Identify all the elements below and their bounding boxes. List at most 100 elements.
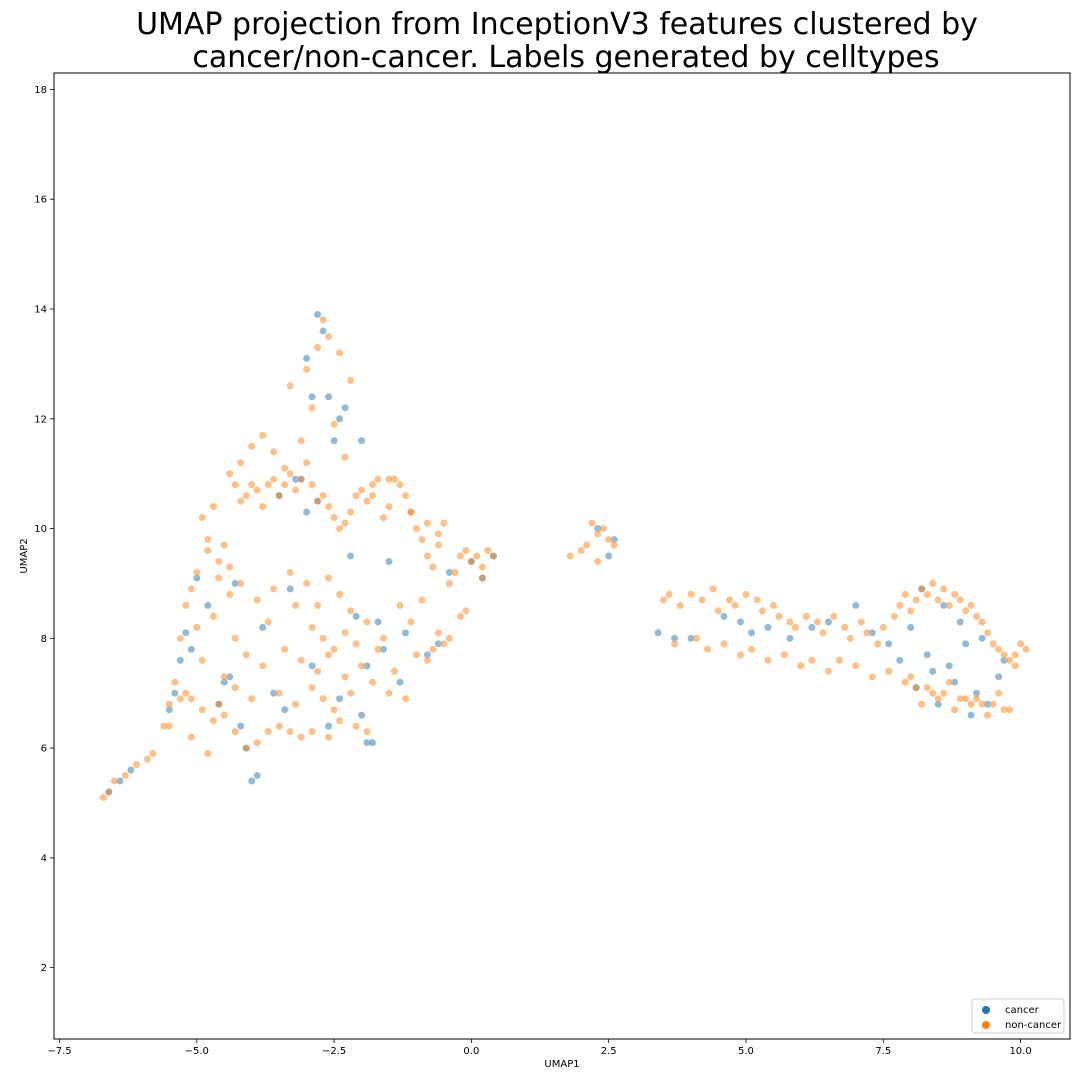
point-non-cancer — [961, 607, 970, 615]
point-non-cancer — [313, 497, 322, 505]
point-non-cancer — [418, 596, 426, 604]
point-non-cancer — [917, 700, 926, 709]
point-cancer — [885, 640, 893, 648]
point-non-cancer — [846, 634, 855, 643]
point-non-cancer — [1022, 645, 1030, 654]
point-non-cancer — [950, 590, 959, 599]
x-tick-label: 10.0 — [1009, 1046, 1031, 1057]
point-non-cancer — [236, 579, 245, 588]
point-non-cancer — [341, 453, 349, 462]
y-tick-label: 2 — [41, 963, 47, 974]
x-tick-label: 0.0 — [463, 1046, 479, 1057]
x-tick-label: −7.5 — [47, 1046, 71, 1057]
point-non-cancer — [863, 629, 871, 637]
point-cancer — [335, 694, 344, 703]
point-non-cancer — [813, 618, 822, 626]
point-non-cancer — [835, 656, 844, 665]
point-non-cancer — [203, 749, 212, 758]
point-non-cancer — [1011, 651, 1019, 659]
point-non-cancer — [659, 596, 668, 604]
point-non-cancer — [291, 700, 300, 709]
point-non-cancer — [731, 601, 739, 610]
point-non-cancer — [242, 651, 250, 659]
point-cancer — [808, 623, 816, 632]
point-non-cancer — [720, 640, 728, 648]
point-non-cancer — [236, 497, 245, 505]
point-non-cancer — [324, 574, 333, 582]
point-non-cancer — [308, 623, 316, 632]
point-non-cancer — [429, 563, 437, 571]
point-cancer — [236, 722, 245, 730]
point-non-cancer — [950, 705, 959, 714]
point-non-cancer — [841, 623, 849, 632]
point-non-cancer — [324, 733, 333, 741]
point-cancer — [302, 354, 311, 363]
point-non-cancer — [181, 601, 190, 610]
plot-area-frame — [53, 72, 1071, 1040]
point-cancer — [324, 392, 333, 401]
point-non-cancer — [978, 618, 986, 626]
point-non-cancer — [434, 530, 443, 538]
point-non-cancer — [599, 524, 608, 533]
point-non-cancer — [934, 694, 943, 703]
point-non-cancer — [945, 601, 954, 610]
point-non-cancer — [319, 316, 327, 324]
point-non-cancer — [363, 727, 371, 736]
point-non-cancer — [484, 546, 492, 555]
x-tick-label: −2.5 — [322, 1046, 346, 1057]
x-axis-ticks: −7.5 −5.0 −2.5 0.0 2.5 5.0 7.5 10.0 — [47, 1039, 1032, 1057]
point-cancer — [967, 711, 975, 720]
legend-label-non-cancer: non-cancer — [1005, 1020, 1062, 1031]
point-non-cancer — [352, 640, 360, 648]
point-non-cancer — [313, 601, 322, 610]
point-non-cancer — [275, 689, 284, 698]
point-non-cancer — [753, 596, 761, 604]
x-tick-label: 5.0 — [738, 1046, 754, 1057]
point-non-cancer — [593, 557, 602, 566]
point-non-cancer — [308, 727, 316, 736]
point-non-cancer — [291, 486, 300, 494]
legend: cancer non-cancer — [971, 998, 1065, 1034]
point-non-cancer — [335, 524, 344, 533]
point-cancer — [127, 766, 135, 774]
point-non-cancer — [440, 640, 448, 648]
point-non-cancer — [176, 634, 185, 643]
point-non-cancer — [808, 656, 816, 665]
point-non-cancer — [341, 629, 349, 637]
point-non-cancer — [412, 524, 421, 533]
point-non-cancer — [1016, 640, 1025, 648]
point-non-cancer — [220, 541, 228, 549]
point-non-cancer — [972, 612, 981, 621]
point-non-cancer — [786, 618, 794, 626]
point-non-cancer — [939, 585, 948, 593]
point-non-cancer — [401, 491, 410, 500]
point-non-cancer — [319, 634, 327, 643]
point-non-cancer — [214, 574, 223, 582]
point-cancer — [341, 403, 349, 412]
legend-marker-non-cancer — [982, 1021, 990, 1029]
point-cancer — [923, 651, 932, 659]
point-non-cancer — [214, 700, 223, 709]
point-non-cancer — [604, 535, 613, 544]
point-non-cancer — [725, 596, 734, 604]
point-non-cancer — [214, 557, 223, 566]
point-non-cancer — [330, 513, 338, 522]
point-non-cancer — [440, 519, 448, 527]
point-non-cancer — [676, 601, 684, 610]
point-non-cancer — [802, 612, 811, 621]
point-non-cancer — [412, 651, 421, 659]
point-non-cancer — [385, 502, 393, 511]
point-non-cancer — [236, 458, 245, 467]
point-non-cancer — [978, 700, 986, 709]
point-non-cancer — [385, 475, 393, 484]
point-non-cancer — [901, 678, 910, 687]
point-non-cancer — [423, 552, 432, 560]
point-non-cancer — [302, 365, 311, 374]
point-non-cancer — [429, 645, 437, 654]
point-non-cancer — [291, 601, 300, 610]
point-non-cancer — [934, 596, 943, 604]
point-non-cancer — [742, 590, 750, 599]
point-non-cancer — [319, 694, 327, 703]
point-non-cancer — [264, 618, 273, 626]
point-non-cancer — [989, 700, 997, 709]
